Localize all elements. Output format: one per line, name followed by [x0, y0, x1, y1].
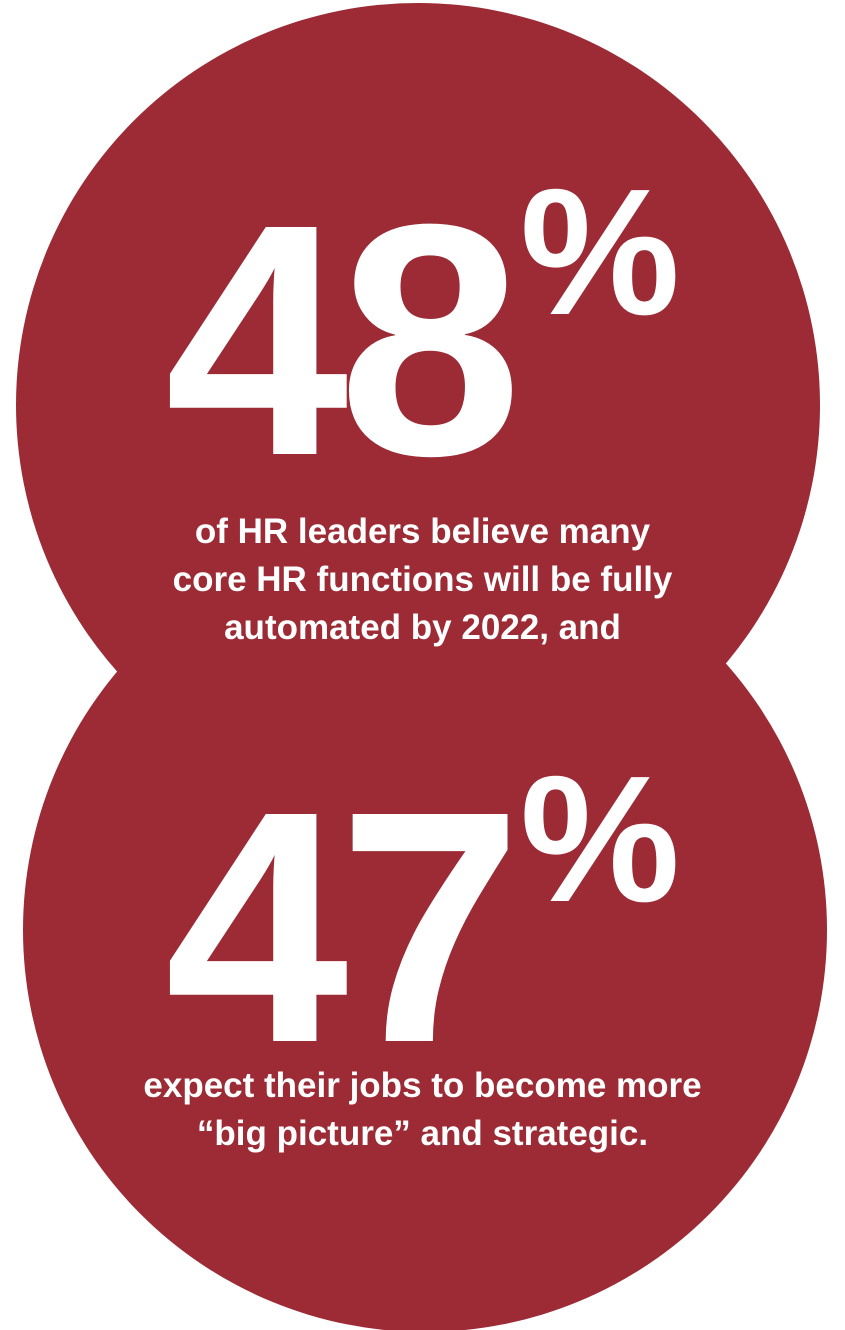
stat-one-value: 48% [0, 163, 845, 505]
stat-one-caption: of HR leaders believe many core HR funct… [0, 508, 845, 652]
bottom-circle [23, 528, 827, 1330]
stat-one-caption-line: core HR functions will be fully [172, 560, 673, 599]
stat-two-number: 47 [164, 742, 522, 1111]
stat-two-caption-line: expect their jobs to become more [143, 1066, 702, 1105]
stat-one-percent-sign: % [520, 152, 681, 353]
stat-two-value: 47% [0, 750, 845, 1092]
stat-two-caption: expect their jobs to become more “big pi… [0, 1062, 845, 1158]
stat-one-caption-line: of HR leaders believe many [194, 512, 651, 551]
stat-one-number: 48 [164, 155, 522, 524]
stat-two-percent-sign: % [520, 739, 681, 940]
stat-two-caption-line: “big picture” and strategic. [196, 1114, 649, 1153]
stat-one-caption-line: automated by 2022, and [224, 608, 621, 647]
